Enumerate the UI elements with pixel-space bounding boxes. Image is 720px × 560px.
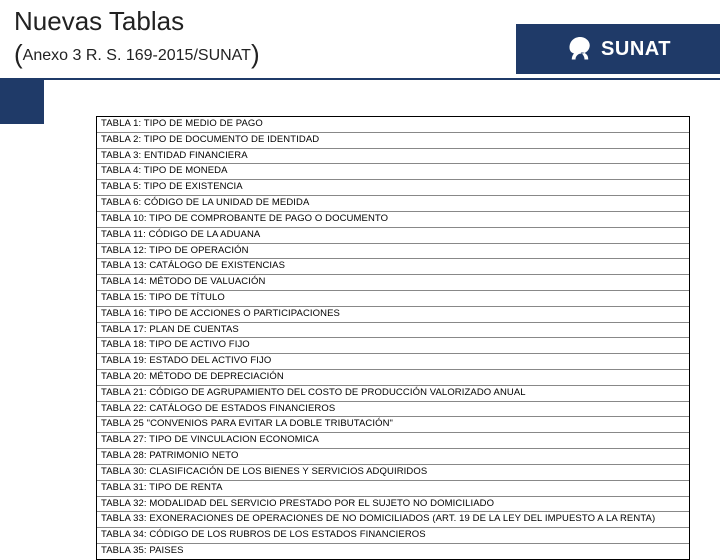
table-row: TABLA 34: CÓDIGO DE LOS RUBROS DE LOS ES…	[97, 528, 689, 544]
table-row: TABLA 25 "CONVENIOS PARA EVITAR LA DOBLE…	[97, 417, 689, 433]
table-row: TABLA 11: CÓDIGO DE LA ADUANA	[97, 228, 689, 244]
table-row: TABLA 22: CATÁLOGO DE ESTADOS FINANCIERO…	[97, 402, 689, 418]
table-row: TABLA 20: MÉTODO DE DEPRECIACIÓN	[97, 370, 689, 386]
paren-open: (	[14, 39, 23, 69]
table-row: TABLA 18: TIPO DE ACTIVO FIJO	[97, 338, 689, 354]
table-row: TABLA 32: MODALIDAD DEL SERVICIO PRESTAD…	[97, 497, 689, 513]
table-row: TABLA 4: TIPO DE MONEDA	[97, 164, 689, 180]
logo-text: SUNAT	[601, 38, 671, 61]
table-row: TABLA 12: TIPO DE OPERACIÓN	[97, 244, 689, 260]
logo-bar: SUNAT	[516, 24, 720, 74]
table-row: TABLA 16: TIPO DE ACCIONES O PARTICIPACI…	[97, 307, 689, 323]
table-row: TABLA 6: CÓDIGO DE LA UNIDAD DE MEDIDA	[97, 196, 689, 212]
accent-square	[0, 80, 44, 124]
header-rule	[0, 78, 720, 80]
table-row: TABLA 30: CLASIFICACIÓN DE LOS BIENES Y …	[97, 465, 689, 481]
table-row: TABLA 31: TIPO DE RENTA	[97, 481, 689, 497]
table-row: TABLA 10: TIPO DE COMPROBANTE DE PAGO O …	[97, 212, 689, 228]
table-row: TABLA 35: PAISES	[97, 544, 689, 559]
table-row: TABLA 14: MÉTODO DE VALUACIÓN	[97, 275, 689, 291]
table-row: TABLA 33: EXONERACIONES DE OPERACIONES D…	[97, 512, 689, 528]
table-row: TABLA 13: CATÁLOGO DE EXISTENCIAS	[97, 259, 689, 275]
table-row: TABLA 5: TIPO DE EXISTENCIA	[97, 180, 689, 196]
table-row: TABLA 21: CÓDIGO DE AGRUPAMIENTO DEL COS…	[97, 386, 689, 402]
header: Nuevas Tablas (Anexo 3 R. S. 169-2015/SU…	[0, 0, 720, 92]
table-row: TABLA 2: TIPO DE DOCUMENTO DE IDENTIDAD	[97, 133, 689, 149]
tables-list: TABLA 1: TIPO DE MEDIO DE PAGOTABLA 2: T…	[96, 116, 690, 560]
table-row: TABLA 27: TIPO DE VINCULACION ECONOMICA	[97, 433, 689, 449]
subtitle-text: Anexo 3 R. S. 169-2015/SUNAT	[23, 47, 251, 64]
sunat-logo-icon	[565, 34, 595, 64]
table-row: TABLA 28: PATRIMONIO NETO	[97, 449, 689, 465]
table-row: TABLA 3: ENTIDAD FINANCIERA	[97, 149, 689, 165]
table-row: TABLA 1: TIPO DE MEDIO DE PAGO	[97, 117, 689, 133]
table-row: TABLA 17: PLAN DE CUENTAS	[97, 323, 689, 339]
table-row: TABLA 19: ESTADO DEL ACTIVO FIJO	[97, 354, 689, 370]
table-row: TABLA 15: TIPO DE TÍTULO	[97, 291, 689, 307]
paren-close: )	[251, 39, 260, 69]
